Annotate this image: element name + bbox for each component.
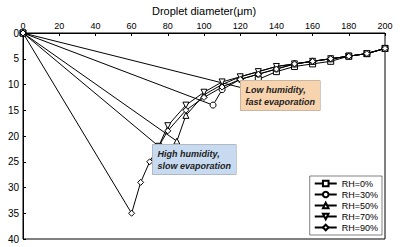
svg-text:RH=0%: RH=0% xyxy=(342,179,373,189)
svg-text:RH=50%: RH=50% xyxy=(342,201,378,211)
svg-text:fast evaporation: fast evaporation xyxy=(246,97,316,107)
svg-text:High humidity,: High humidity, xyxy=(158,149,220,159)
svg-text:80: 80 xyxy=(163,21,173,31)
svg-text:RH=90%: RH=90% xyxy=(342,223,378,233)
svg-text:100: 100 xyxy=(196,21,211,31)
svg-text:60: 60 xyxy=(127,21,137,31)
svg-text:5: 5 xyxy=(13,53,19,64)
svg-text:0: 0 xyxy=(20,20,26,31)
svg-text:Droplet diameter(μm): Droplet diameter(μm) xyxy=(152,5,256,17)
svg-text:140: 140 xyxy=(269,21,284,31)
svg-text:RH=30%: RH=30% xyxy=(342,190,378,200)
svg-text:180: 180 xyxy=(341,21,356,31)
svg-text:30: 30 xyxy=(8,182,20,193)
svg-text:10: 10 xyxy=(8,79,20,90)
svg-text:15: 15 xyxy=(8,105,20,116)
svg-text:RH=70%: RH=70% xyxy=(342,212,378,222)
svg-text:slow evaporation: slow evaporation xyxy=(158,161,232,171)
svg-text:40: 40 xyxy=(90,21,100,31)
svg-text:160: 160 xyxy=(305,21,320,31)
svg-text:35: 35 xyxy=(8,208,20,219)
svg-text:200: 200 xyxy=(377,21,392,31)
svg-text:25: 25 xyxy=(8,156,20,167)
svg-text:120: 120 xyxy=(233,21,248,31)
svg-text:0: 0 xyxy=(13,28,19,39)
svg-text:40: 40 xyxy=(8,234,20,245)
svg-text:20: 20 xyxy=(8,131,20,142)
svg-text:Low humidity,: Low humidity, xyxy=(246,85,306,95)
svg-text:20: 20 xyxy=(54,21,64,31)
